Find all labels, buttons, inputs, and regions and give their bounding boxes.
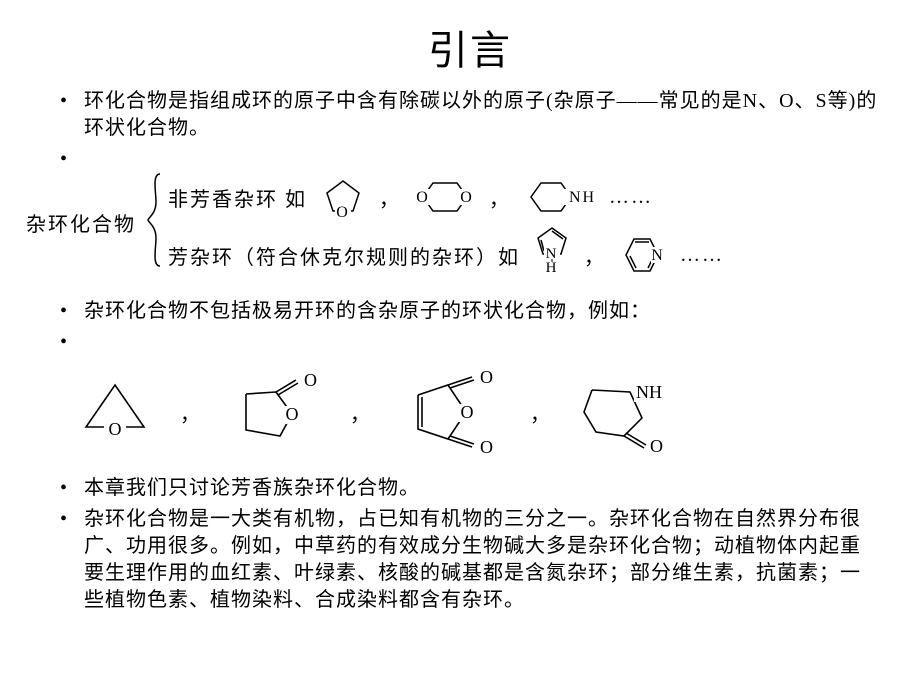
svg-text:O: O bbox=[650, 436, 663, 452]
slide: 引言 环化合物是指组成环的原子中含有除碳以外的原子(杂原子——常见的是N、O、S… bbox=[0, 0, 920, 690]
pyrrole-icon: N H bbox=[532, 224, 572, 278]
bullet-intro: 环化合物是指组成环的原子中含有除碳以外的原子(杂原子——常见的是N、O、S等)的… bbox=[60, 88, 880, 142]
sep-2: ， bbox=[489, 183, 511, 212]
bullet-scope: 本章我们只讨论芳香族杂环化合物。 bbox=[60, 475, 880, 502]
svg-text:O: O bbox=[336, 204, 350, 219]
curly-brace-icon bbox=[146, 172, 164, 268]
dioxane-icon: O O bbox=[413, 175, 477, 219]
svg-text:H: H bbox=[546, 260, 559, 276]
classification-block: 杂环化合物 非芳香杂环 如 O ， O O ， bbox=[26, 170, 880, 270]
sep-1: ， bbox=[379, 183, 401, 212]
slide-title: 引言 bbox=[60, 18, 880, 76]
svg-text:O: O bbox=[286, 404, 299, 424]
svg-text:O: O bbox=[109, 419, 122, 439]
piperidine-icon: NH bbox=[523, 175, 597, 219]
anhydride-icon: O O O bbox=[390, 369, 510, 455]
epoxide-icon: O bbox=[70, 377, 160, 447]
classification-row-nonaromatic: 非芳香杂环 如 O ， O O ， NH bbox=[168, 175, 653, 219]
svg-text:O: O bbox=[416, 189, 430, 206]
thf-icon: O bbox=[319, 175, 367, 219]
svg-text:NH: NH bbox=[636, 382, 662, 402]
svg-text:O: O bbox=[480, 369, 493, 387]
row2-prefix: 芳杂环（符合休克尔规则的杂环）如 bbox=[168, 241, 520, 270]
svg-text:N: N bbox=[651, 247, 665, 264]
lactone-icon: O O bbox=[220, 374, 330, 450]
lactam-icon: NH O bbox=[570, 372, 710, 452]
row2-suffix: …… bbox=[680, 244, 724, 267]
sep-ex2: ， bbox=[350, 398, 370, 427]
pyridine-icon: N bbox=[618, 233, 668, 277]
bullet-empty-1 bbox=[60, 146, 880, 168]
svg-text:O: O bbox=[461, 402, 474, 422]
excluded-structures-row: O ， O O ， O O O ， bbox=[70, 369, 880, 455]
bullet-exclusion: 杂环化合物不包括极易开环的含杂原子的环状化合物，例如： bbox=[60, 298, 880, 325]
row1-suffix: …… bbox=[609, 186, 653, 209]
svg-text:NH: NH bbox=[569, 189, 596, 206]
sep-3: ， bbox=[584, 241, 606, 270]
svg-text:O: O bbox=[460, 189, 474, 206]
classification-label: 杂环化合物 bbox=[26, 208, 136, 237]
bullet-empty-2 bbox=[60, 329, 880, 351]
row1-prefix: 非芳香杂环 如 bbox=[168, 183, 307, 212]
bullet-importance: 杂环化合物是一大类有机物，占已知有机物的三分之一。杂环化合物在自然界分布很广、功… bbox=[60, 506, 880, 614]
sep-ex3: ， bbox=[530, 398, 550, 427]
svg-text:O: O bbox=[304, 374, 317, 390]
sep-ex1: ， bbox=[180, 398, 200, 427]
classification-row-aromatic: 芳杂环（符合休克尔规则的杂环）如 N H ， N …… bbox=[168, 232, 724, 278]
svg-text:O: O bbox=[480, 437, 493, 455]
